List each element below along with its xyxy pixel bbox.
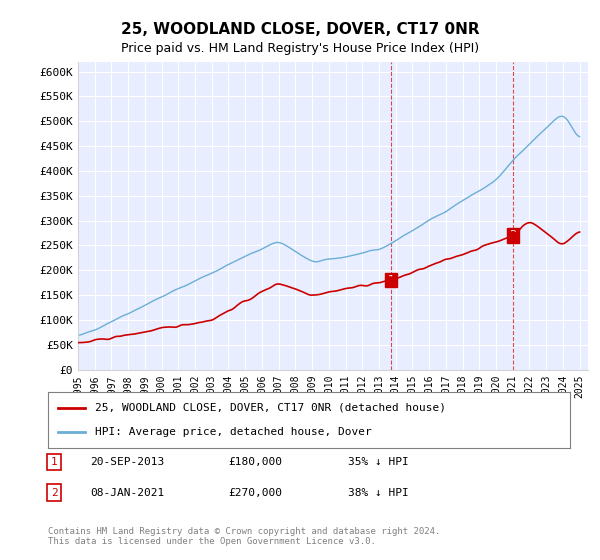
Text: 2: 2 (50, 488, 58, 498)
Text: Contains HM Land Registry data © Crown copyright and database right 2024.
This d: Contains HM Land Registry data © Crown c… (48, 526, 440, 546)
Text: 25, WOODLAND CLOSE, DOVER, CT17 0NR (detached house): 25, WOODLAND CLOSE, DOVER, CT17 0NR (det… (95, 403, 446, 413)
Text: HPI: Average price, detached house, Dover: HPI: Average price, detached house, Dove… (95, 427, 372, 437)
Text: 20-SEP-2013: 20-SEP-2013 (90, 457, 164, 467)
Text: Price paid vs. HM Land Registry's House Price Index (HPI): Price paid vs. HM Land Registry's House … (121, 42, 479, 55)
Text: 1: 1 (388, 275, 395, 285)
Text: £270,000: £270,000 (228, 488, 282, 498)
Text: 08-JAN-2021: 08-JAN-2021 (90, 488, 164, 498)
Text: 1: 1 (50, 457, 58, 467)
Text: 35% ↓ HPI: 35% ↓ HPI (348, 457, 409, 467)
Text: £180,000: £180,000 (228, 457, 282, 467)
Text: 2: 2 (509, 231, 517, 240)
Text: 38% ↓ HPI: 38% ↓ HPI (348, 488, 409, 498)
Text: 25, WOODLAND CLOSE, DOVER, CT17 0NR: 25, WOODLAND CLOSE, DOVER, CT17 0NR (121, 22, 479, 38)
